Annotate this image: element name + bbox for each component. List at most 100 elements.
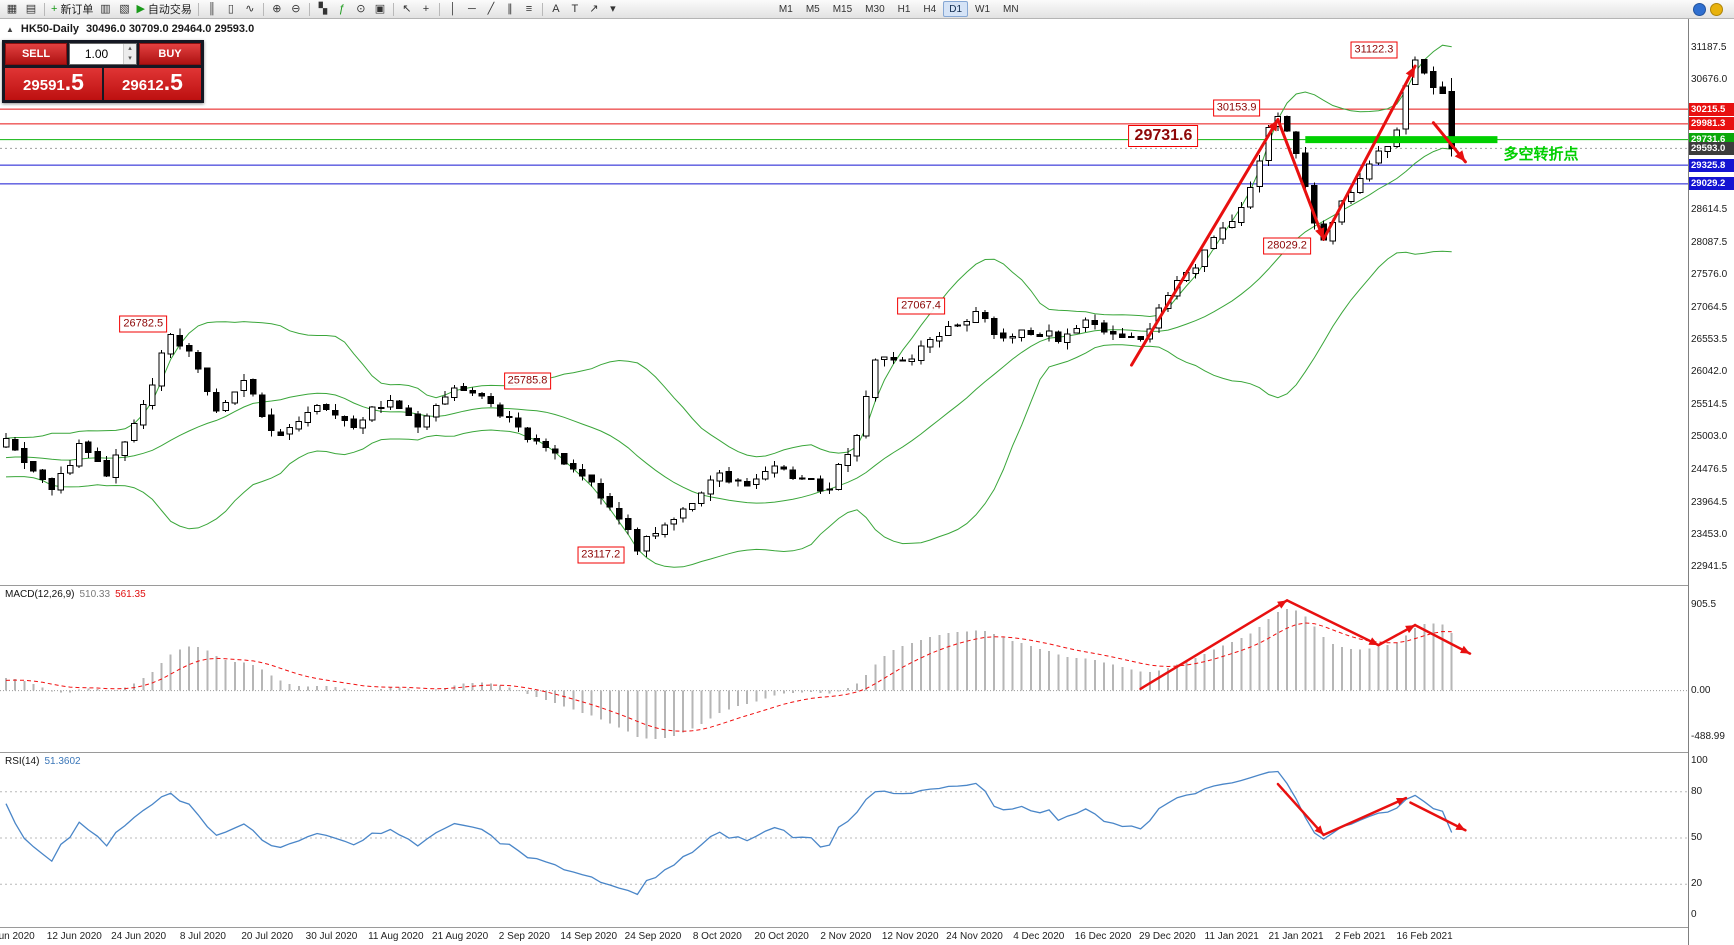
candle <box>167 333 174 355</box>
volume-down-button[interactable]: ▾ <box>124 54 136 64</box>
chart-profiles-icon[interactable]: ▤ <box>22 1 40 18</box>
horizontal-line-icon[interactable]: ─ <box>463 1 481 18</box>
candle <box>1119 333 1126 338</box>
candle <box>1055 331 1062 342</box>
rsi-trend-arrow-head <box>1455 822 1466 831</box>
candle <box>1210 236 1218 250</box>
text-label-icon[interactable]: T <box>566 1 584 18</box>
time-scale[interactable]: 2 Jun 2020 12 Jun 2020 24 Jun 2020 8 Jul 20… <box>0 927 1688 945</box>
autotrading-button-label: 自动交易 <box>147 4 192 16</box>
trend-arrow-head <box>1268 119 1278 132</box>
fibonacci-icon[interactable]: ≡ <box>520 1 538 18</box>
cursor-icon-glyph: ↖ <box>402 2 412 15</box>
zoom-in-icon[interactable]: ⊕ <box>268 1 286 18</box>
panel-separator[interactable] <box>0 752 1734 753</box>
price-axis-label: 31187.5 <box>1691 42 1727 53</box>
volume-input[interactable] <box>70 44 123 64</box>
candle <box>387 399 394 408</box>
rsi-indicator-panel[interactable] <box>0 753 1688 927</box>
data-window-icon[interactable]: ▧ <box>115 1 133 18</box>
candle <box>213 391 220 412</box>
buy-price-main: 29612 <box>122 77 164 94</box>
candle <box>396 400 403 410</box>
macd-trend-arrow <box>1285 599 1380 647</box>
toolbar-separator <box>541 2 543 16</box>
candle <box>130 423 138 442</box>
panel-separator[interactable] <box>0 585 1734 586</box>
vertical-line-icon[interactable]: │ <box>444 1 462 18</box>
price-callout: 30153.9 <box>1212 99 1261 117</box>
zoom-in-icon-glyph: ⊕ <box>272 2 282 15</box>
sell-button[interactable]: SELL <box>5 43 67 65</box>
time-axis-label: 11 Aug 2020 <box>368 931 424 942</box>
timeframe-mn[interactable]: MN <box>1003 3 1019 15</box>
text-icon[interactable]: A <box>547 1 565 18</box>
arrows-tool-icon[interactable]: ↗ <box>585 1 603 18</box>
indicators-icon[interactable]: ƒ <box>333 1 351 18</box>
candle <box>323 403 330 410</box>
channel-icon[interactable]: ∥ <box>501 1 519 18</box>
cursor-icon[interactable]: ↖ <box>398 1 416 18</box>
bar-chart-icon-glyph: ║ <box>208 2 216 15</box>
candle <box>451 387 458 399</box>
volume-up-button[interactable]: ▴ <box>124 44 136 54</box>
candle <box>606 496 614 508</box>
autotrading-button[interactable]: ▶ 自动交易 <box>134 1 193 18</box>
candle <box>1027 330 1035 336</box>
new-order-button[interactable]: + 新订单 <box>49 1 95 18</box>
time-axis-label: 8 Oct 2020 <box>692 931 742 942</box>
candle <box>835 464 842 491</box>
candle <box>57 473 65 491</box>
templates-icon[interactable]: ▣ <box>371 1 389 18</box>
chart-symbol: HK50-Daily <box>20 23 79 35</box>
timeframe-m1[interactable]: M1 <box>778 3 793 15</box>
candle <box>689 503 696 510</box>
time-axis-label: 2 Nov 2020 <box>820 931 872 942</box>
candle <box>615 507 623 520</box>
buy-price-display[interactable]: 29612.5 <box>104 68 201 100</box>
timeframe-h1[interactable]: H1 <box>897 3 911 15</box>
price-callout: 31122.3 <box>1350 41 1398 59</box>
candle <box>341 415 348 422</box>
horizontal-line-icon-glyph: ─ <box>468 2 476 15</box>
candle <box>872 359 879 398</box>
market-watch-icon[interactable]: ▥ <box>96 1 114 18</box>
crosshair-icon[interactable]: + <box>417 1 435 18</box>
arrows-tool-icon-glyph: ↗ <box>589 2 599 15</box>
price-scale[interactable]: 31187.5 30676.0 28614.5 28087.5 27576.0 27064… <box>1688 19 1734 945</box>
timeframe-w1[interactable]: W1 <box>975 3 991 15</box>
timeframe-d1[interactable]: D1 <box>943 1 969 17</box>
candlestick-chart-icon[interactable]: ▯ <box>222 1 240 18</box>
trendline-icon-glyph: ╱ <box>487 2 495 15</box>
new-chart-icon[interactable]: ▦ <box>3 1 21 18</box>
candle <box>295 421 303 430</box>
toolbar-separator <box>392 2 394 16</box>
price-callout: 29731.6 <box>1128 124 1199 147</box>
shapes-icon[interactable]: ▾ <box>604 1 622 18</box>
help-icon[interactable] <box>1693 2 1706 16</box>
zoom-out-icon[interactable]: ⊖ <box>287 1 305 18</box>
timeframe-h4[interactable]: H4 <box>923 3 937 15</box>
candle <box>231 391 238 404</box>
price-chart[interactable] <box>0 19 1688 586</box>
time-axis-label: 24 Jun 2020 <box>111 931 167 942</box>
timeframe-m15[interactable]: M15 <box>832 3 853 15</box>
trendline-icon[interactable]: ╱ <box>482 1 500 18</box>
tile-windows-icon[interactable]: ▚ <box>314 1 332 18</box>
candle <box>1219 227 1227 240</box>
alert-icon[interactable] <box>1710 2 1723 16</box>
line-chart-icon[interactable]: ∿ <box>241 1 259 18</box>
periods-icon[interactable]: ⊙ <box>352 1 370 18</box>
price-axis-label: 25003.0 <box>1691 431 1728 443</box>
sell-price-display[interactable]: 29591.5 <box>5 68 102 100</box>
bar-chart-icon[interactable]: ║ <box>203 1 221 18</box>
buy-button[interactable]: BUY <box>139 43 201 65</box>
sell-price-main: 29591 <box>23 77 65 94</box>
candle <box>487 395 495 405</box>
timeframe-m5[interactable]: M5 <box>805 3 820 15</box>
macd-indicator-panel[interactable] <box>0 586 1688 752</box>
candle <box>286 427 293 435</box>
timeframe-m30[interactable]: M30 <box>865 3 885 15</box>
macd-trend-arrow <box>1413 623 1472 655</box>
